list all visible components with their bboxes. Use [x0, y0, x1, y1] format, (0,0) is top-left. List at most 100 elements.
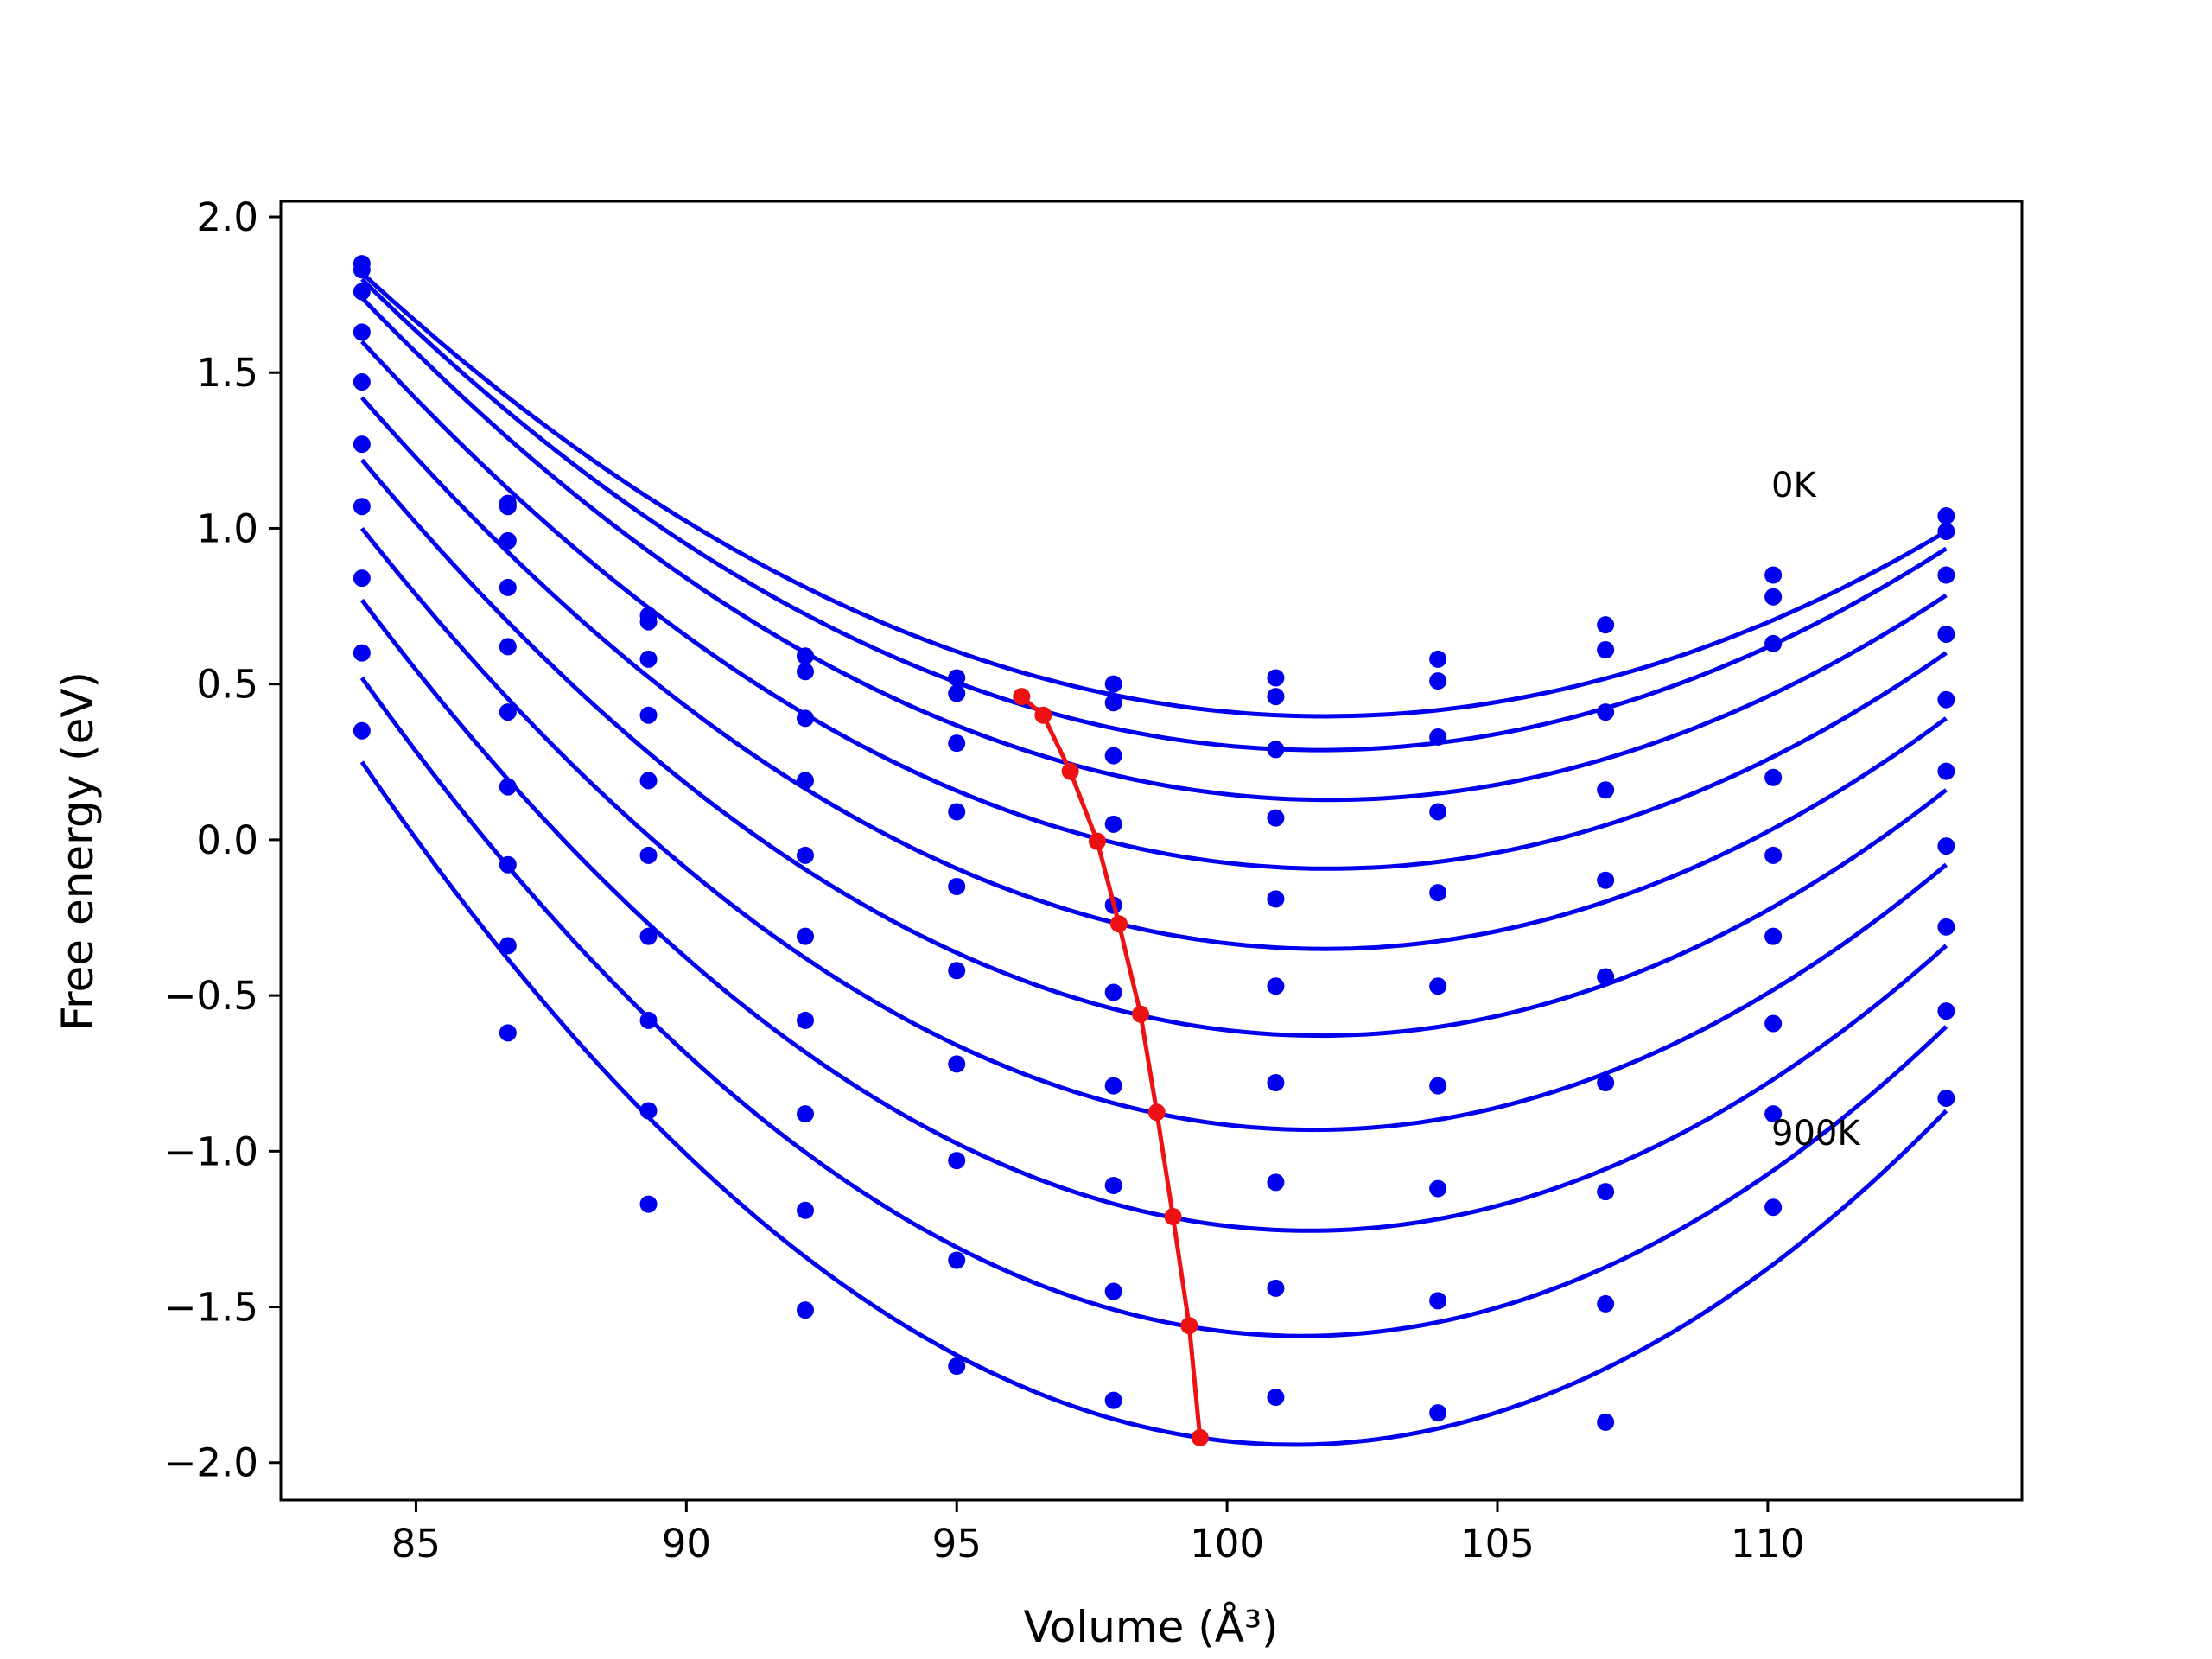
data-point: [1597, 641, 1615, 659]
data-point: [797, 1105, 815, 1123]
data-point: [639, 650, 658, 668]
data-point: [639, 927, 658, 945]
data-point: [1104, 1282, 1122, 1300]
data-point: [1764, 1198, 1783, 1217]
minimum-point: [1164, 1208, 1182, 1226]
data-point: [353, 323, 371, 341]
data-point: [1267, 890, 1285, 908]
data-point: [353, 261, 371, 279]
minimum-path-line: [1020, 695, 1203, 1439]
data-point: [948, 1152, 966, 1170]
data-point: [499, 638, 517, 656]
data-point: [1764, 1105, 1783, 1123]
y-tick-label: 0.0: [196, 817, 258, 863]
data-point: [353, 435, 371, 454]
data-point: [1104, 1176, 1122, 1194]
fit-curve-1: [360, 277, 1948, 753]
data-point: [797, 927, 815, 945]
data-point: [499, 1024, 517, 1042]
series-1: [353, 261, 1955, 753]
x-tick-label: 105: [1460, 1521, 1535, 1567]
data-point: [1937, 507, 1955, 525]
data-point: [1429, 977, 1447, 995]
data-point: [499, 578, 517, 596]
data-point: [1597, 1294, 1615, 1313]
data-point: [1429, 728, 1447, 746]
data-point: [1937, 762, 1955, 780]
data-point: [1764, 1014, 1783, 1033]
data-point: [948, 803, 966, 821]
x-tick-label: 110: [1731, 1521, 1805, 1567]
data-point: [1597, 1074, 1615, 1092]
data-point: [639, 613, 658, 631]
data-point: [499, 498, 517, 516]
data-point: [1267, 688, 1285, 706]
data-point: [948, 734, 966, 753]
series-4: [353, 373, 1955, 951]
data-point: [948, 684, 966, 702]
data-point: [1267, 977, 1285, 995]
data-point: [797, 663, 815, 681]
data-point: [1267, 809, 1285, 827]
data-point: [1104, 1077, 1122, 1095]
data-point: [1597, 1183, 1615, 1201]
data-point: [1429, 1292, 1447, 1310]
minimum-point: [1013, 688, 1031, 706]
y-tick-label: −2.0: [164, 1440, 258, 1486]
data-point: [1937, 837, 1955, 855]
annotation-0k: 0K: [1771, 466, 1817, 505]
data-point: [1429, 1404, 1447, 1422]
data-point: [1937, 626, 1955, 643]
data-point: [1937, 690, 1955, 709]
fit-curve-7: [359, 598, 1948, 1233]
minimum-point: [1131, 1005, 1149, 1023]
series-8: [353, 644, 1955, 1338]
data-point: [1267, 1173, 1285, 1192]
minimum-point: [1147, 1103, 1166, 1122]
data-point: [1429, 650, 1447, 668]
data-point: [499, 937, 517, 955]
data-point: [1597, 616, 1615, 634]
y-axis-title: Free energy (eV): [53, 671, 103, 1031]
fit-curve-0: [360, 271, 1948, 719]
data-point: [948, 877, 966, 895]
y-tick-label: 0.5: [196, 662, 258, 708]
data-point: [1764, 588, 1783, 606]
minimum-point: [1109, 915, 1128, 933]
data-point: [1104, 1391, 1122, 1409]
data-point: [1764, 566, 1783, 584]
x-tick-label: 95: [932, 1521, 982, 1567]
data-point: [639, 1195, 658, 1213]
data-point: [797, 1201, 815, 1219]
data-point: [1764, 634, 1783, 652]
y-tick-label: −1.0: [164, 1128, 258, 1174]
data-point: [353, 644, 371, 662]
data-point: [1597, 703, 1615, 721]
x-tick-label: 90: [662, 1521, 711, 1567]
y-axis: 2.0 1.5 1.0 0.5 0.0 −0.5 −1.0 −1.5 −2.0: [164, 194, 281, 1486]
data-point: [948, 1055, 966, 1073]
series-2: [353, 283, 1955, 803]
data-point: [948, 1251, 966, 1269]
data-point: [353, 373, 371, 391]
data-point: [1104, 675, 1122, 693]
data-point: [1267, 741, 1285, 759]
data-point: [1104, 694, 1122, 712]
x-axis-title: Volume (Å³): [1023, 1602, 1278, 1652]
fit-curve-9: [359, 760, 1948, 1447]
minimum-point: [1061, 762, 1079, 780]
y-tick-label: 1.0: [196, 505, 258, 551]
annotation-900k: 900K: [1771, 1114, 1861, 1154]
data-point: [1104, 815, 1122, 833]
data-point: [1764, 846, 1783, 864]
data-point: [1267, 669, 1285, 687]
x-axis: 85 90 95 100 105 110: [391, 1500, 1805, 1567]
minimum-path: [1013, 688, 1209, 1446]
data-point: [1104, 747, 1122, 765]
data-point: [1267, 1074, 1285, 1092]
data-point: [353, 498, 371, 516]
data-point: [1429, 884, 1447, 902]
fit-curve-3: [360, 340, 1948, 871]
data-point: [353, 283, 371, 301]
